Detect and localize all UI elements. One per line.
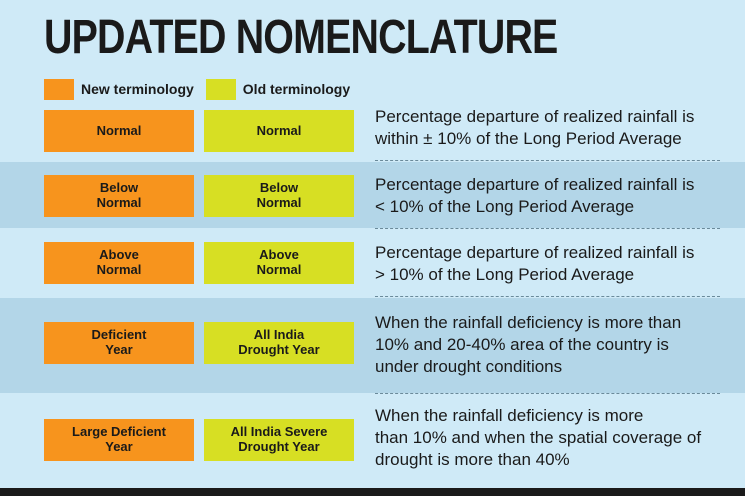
- old-term-box: Above Normal: [204, 242, 354, 284]
- old-term-box: Normal: [204, 110, 354, 152]
- footer-bar: [0, 488, 745, 496]
- row-divider: [375, 160, 720, 161]
- new-term-box: Large Deficient Year: [44, 419, 194, 461]
- new-term-box: Normal: [44, 110, 194, 152]
- new-term-box: Above Normal: [44, 242, 194, 284]
- table-row: Below Normal Below Normal Percentage dep…: [0, 162, 745, 228]
- definition-text: When the rainfall deficiency is more tha…: [375, 406, 702, 470]
- old-terminology-swatch: [205, 78, 236, 100]
- legend: New terminology Old terminology: [44, 78, 362, 100]
- definition-text: Percentage departure of realized rainfal…: [375, 107, 695, 149]
- old-term-box: All India Drought Year: [204, 322, 354, 364]
- table-row: Above Normal Above Normal Percentage dep…: [0, 230, 745, 296]
- definition-text: Percentage departure of realized rainfal…: [375, 175, 695, 217]
- row-divider: [375, 393, 720, 394]
- table-row: Deficient Year All India Drought Year Wh…: [0, 298, 745, 393]
- row-divider: [375, 296, 720, 297]
- new-terminology-swatch: [44, 78, 74, 100]
- new-term-box: Deficient Year: [44, 322, 194, 364]
- definition-text: When the rainfall deficiency is more tha…: [375, 313, 682, 377]
- new-term-box: Below Normal: [44, 175, 194, 217]
- table-row: Large Deficient Year All India Severe Dr…: [0, 395, 745, 485]
- old-term-box: Below Normal: [204, 175, 354, 217]
- old-term-box: All India Severe Drought Year: [204, 419, 354, 461]
- page-title: UPDATED NOMENCLATURE: [44, 11, 558, 64]
- old-terminology-label: Old terminology: [242, 81, 351, 97]
- definition-text: Percentage departure of realized rainfal…: [375, 243, 695, 285]
- row-divider: [375, 228, 720, 229]
- table-row: Normal Normal Percentage departure of re…: [0, 102, 745, 160]
- new-terminology-label: New terminology: [81, 81, 194, 97]
